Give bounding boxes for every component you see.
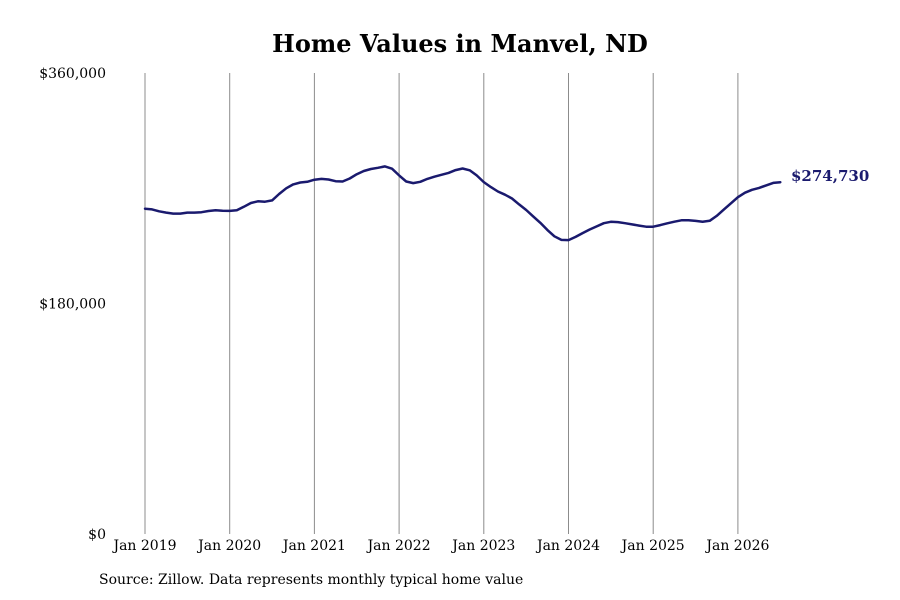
chart-title: Home Values in Manvel, ND xyxy=(272,29,648,58)
x-axis-tick-labels: Jan 2019 Jan 2020 Jan 2021 Jan 2022 Jan 2023… xyxy=(111,538,769,554)
series-line xyxy=(143,165,782,242)
x-tick-label: Jan 2026 xyxy=(704,538,769,554)
y-tick-label: $360,000 xyxy=(39,66,106,82)
x-tick-label: Jan 2019 xyxy=(111,538,176,554)
x-tick-label: Jan 2023 xyxy=(450,538,515,554)
x-tick-label: Jan 2024 xyxy=(535,538,600,554)
y-tick-label: $180,000 xyxy=(39,297,106,313)
series-line-group xyxy=(143,165,782,242)
y-tick-label: $0 xyxy=(88,527,106,543)
source-note: Source: Zillow. Data represents monthly … xyxy=(99,572,524,588)
x-tick-label: Jan 2020 xyxy=(196,538,261,554)
vertical-gridlines xyxy=(144,73,739,534)
end-value-label: $274,730 xyxy=(791,167,869,185)
x-tick-label: Jan 2025 xyxy=(620,538,685,554)
x-tick-label: Jan 2021 xyxy=(281,538,346,554)
x-tick-label: Jan 2022 xyxy=(366,538,431,554)
y-axis-tick-labels: $0 $180,000 $360,000 xyxy=(39,66,106,543)
